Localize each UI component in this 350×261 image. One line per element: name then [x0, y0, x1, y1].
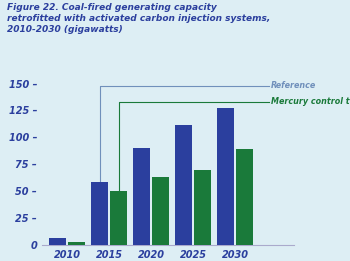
Bar — [153, 177, 169, 245]
Text: Figure 22. Coal-fired generating capacity
retrofitted with activated carbon inje: Figure 22. Coal-fired generating capacit… — [7, 3, 270, 34]
Bar — [133, 148, 150, 245]
Text: Mercury control technology: Mercury control technology — [271, 97, 350, 106]
Bar — [175, 124, 192, 245]
Bar — [69, 242, 85, 245]
Bar — [217, 108, 234, 245]
Bar — [91, 182, 108, 245]
Bar — [237, 149, 253, 245]
Bar — [111, 191, 127, 245]
Bar — [49, 238, 66, 245]
Text: Reference: Reference — [271, 81, 316, 90]
Bar — [195, 170, 211, 245]
